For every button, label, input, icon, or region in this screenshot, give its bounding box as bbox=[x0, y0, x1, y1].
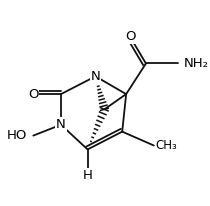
Text: NH₂: NH₂ bbox=[184, 57, 209, 70]
Text: N: N bbox=[56, 118, 66, 131]
Text: N: N bbox=[91, 70, 100, 83]
Text: HO: HO bbox=[7, 129, 27, 142]
Text: H: H bbox=[83, 169, 93, 182]
Text: O: O bbox=[125, 30, 135, 43]
Text: CH₃: CH₃ bbox=[156, 139, 177, 152]
Text: O: O bbox=[28, 88, 39, 101]
